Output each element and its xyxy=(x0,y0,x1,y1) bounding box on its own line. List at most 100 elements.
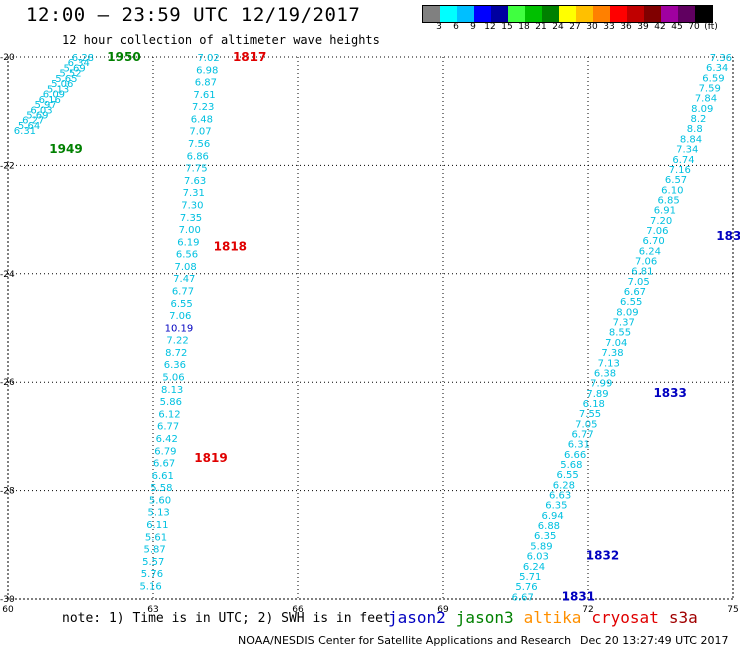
wave-height-value: 5.64 xyxy=(18,121,40,132)
wave-height-value: 6.55 xyxy=(170,299,192,310)
wave-height-value: 5.69 xyxy=(63,63,85,74)
wave-height-value: 5.57 xyxy=(142,557,164,568)
wave-height-value: 7.20 xyxy=(650,216,672,227)
wave-height-value: 6.88 xyxy=(538,521,560,532)
legend-label: 24 xyxy=(552,22,564,32)
wave-height-value: 7.23 xyxy=(192,102,214,113)
wave-height-value: 8.09 xyxy=(691,104,713,115)
wave-height-value: 8.84 xyxy=(680,134,702,145)
wave-height-value: 6.55 xyxy=(556,470,578,481)
wave-height-value: 6.57 xyxy=(665,175,687,186)
wave-height-value: 6.28 xyxy=(553,480,575,491)
satellite-legend-cryosat: cryosat xyxy=(591,608,659,627)
satellite-legend: jason2 jason3 altika cryosat s3a xyxy=(388,608,708,627)
legend-swatch xyxy=(593,6,610,22)
wave-height-value: 8.2 xyxy=(691,114,707,125)
wave-height-value: 6.09 xyxy=(43,90,65,101)
wave-height-value: 7.37 xyxy=(613,318,635,329)
wave-height-value: 6.59 xyxy=(702,73,724,84)
wave-height-value: 6.55 xyxy=(620,297,642,308)
wave-height-value: 6.03 xyxy=(30,105,52,116)
wave-height-value: 7.75 xyxy=(185,164,207,175)
wave-height-value: 7.22 xyxy=(166,336,188,347)
wave-height-value: 6.35 xyxy=(534,531,556,542)
wave-height-value: 7.59 xyxy=(699,84,721,95)
wave-height-value: 7.08 xyxy=(175,262,197,273)
wave-height-value: 6.27 xyxy=(22,116,44,127)
legend-label: 3 xyxy=(436,22,442,32)
wave-height-value: 5.61 xyxy=(145,532,167,543)
legend-label: 30 xyxy=(586,22,598,32)
wave-height-value: 6.67 xyxy=(153,459,175,470)
wave-height-value: 6.81 xyxy=(631,267,653,278)
credit-line: NOAA/NESDIS Center for Satellite Applica… xyxy=(238,634,572,647)
legend-label: 70 xyxy=(688,22,700,32)
footnote: note: 1) Time is in UTC; 2) SWH is in fe… xyxy=(62,611,391,626)
pass-time-label: 1834 xyxy=(716,229,740,243)
pass-time-label: 1819 xyxy=(194,451,227,465)
wave-height-value: 6.66 xyxy=(564,450,586,461)
wave-height-value: 5.06 xyxy=(162,373,184,384)
wave-height-value: 6.10 xyxy=(661,185,683,196)
satellite-legend-jason2: jason2 xyxy=(388,608,446,627)
legend-swatch xyxy=(491,6,508,22)
lon-tick-label: 60 xyxy=(2,605,14,615)
wave-height-value: 6.28 xyxy=(72,53,94,64)
wave-height-value: 6.63 xyxy=(549,491,571,502)
wave-height-value: 8.09 xyxy=(616,307,638,318)
lat-tick-label: -26 xyxy=(0,378,15,388)
wave-height-value: 7.16 xyxy=(669,165,691,176)
pass-time-label: 1950 xyxy=(107,50,140,64)
legend-label: (ft) xyxy=(704,22,718,32)
wave-height-value: 8.13 xyxy=(161,385,183,396)
wave-height-value: 5.16 xyxy=(139,581,161,592)
wave-height-value: 6.24 xyxy=(639,246,661,257)
legend-swatch xyxy=(559,6,576,22)
pass-time-label: 1833 xyxy=(653,386,686,400)
wave-height-value: 6.03 xyxy=(527,552,549,563)
map-frame xyxy=(7,56,734,600)
wave-height-value: 7.13 xyxy=(598,358,620,369)
color-scale-labels: 3 6 9 12 15 18 21 24 27 30 33 36 39 42 45 70 (ft) xyxy=(422,22,740,34)
wave-height-value: 6.85 xyxy=(657,195,679,206)
legend-swatch xyxy=(576,6,593,22)
wave-height-value: 6.77 xyxy=(157,422,179,433)
wave-height-value: 7.34 xyxy=(676,145,698,156)
legend-label: 9 xyxy=(470,22,476,32)
wave-height-value: 7.36 xyxy=(710,53,732,64)
wave-height-value: 6.18 xyxy=(583,399,605,410)
wave-height-value: 7.00 xyxy=(179,225,201,236)
legend-label: 21 xyxy=(535,22,547,32)
wave-height-value: 5.69 xyxy=(26,110,48,121)
wave-height-value: 6.77 xyxy=(571,429,593,440)
legend-swatch xyxy=(474,6,491,22)
lat-tick-label: -22 xyxy=(0,161,15,171)
legend-label: 33 xyxy=(603,22,615,32)
lon-tick-label: 75 xyxy=(727,605,738,615)
lat-tick-label: -28 xyxy=(0,487,15,497)
legend-label: 42 xyxy=(654,22,666,32)
wave-height-value: 6.86 xyxy=(187,151,209,162)
legend-swatch xyxy=(644,6,661,22)
wave-height-value: 7.47 xyxy=(173,274,195,285)
wave-height-value: 6.70 xyxy=(642,236,664,247)
wave-height-value: 7.31 xyxy=(183,188,205,199)
wave-height-value: 6.67 xyxy=(624,287,646,298)
lon-tick-label: 63 xyxy=(147,605,158,615)
legend-label: 45 xyxy=(671,22,683,32)
wave-height-value: 6.91 xyxy=(654,206,676,217)
lon-tick-label: 72 xyxy=(582,605,593,615)
wave-height-value: 7.84 xyxy=(695,94,717,105)
legend-swatch xyxy=(542,6,559,22)
legend-label: 12 xyxy=(484,22,496,32)
wave-height-value: 7.05 xyxy=(575,419,597,430)
legend-swatch xyxy=(508,6,525,22)
wave-height-value: 6.77 xyxy=(172,287,194,298)
satellite-legend-altika: altika xyxy=(523,608,582,627)
satellite-legend-jason3: jason3 xyxy=(455,608,514,627)
wave-height-value: 7.05 xyxy=(628,277,650,288)
legend-swatch xyxy=(610,6,627,22)
map-title: 12:00 – 23:59 UTC 12/19/2017 xyxy=(26,4,361,26)
wave-height-value: 6.12 xyxy=(158,409,180,420)
wave-height-value: 5.58 xyxy=(150,483,172,494)
